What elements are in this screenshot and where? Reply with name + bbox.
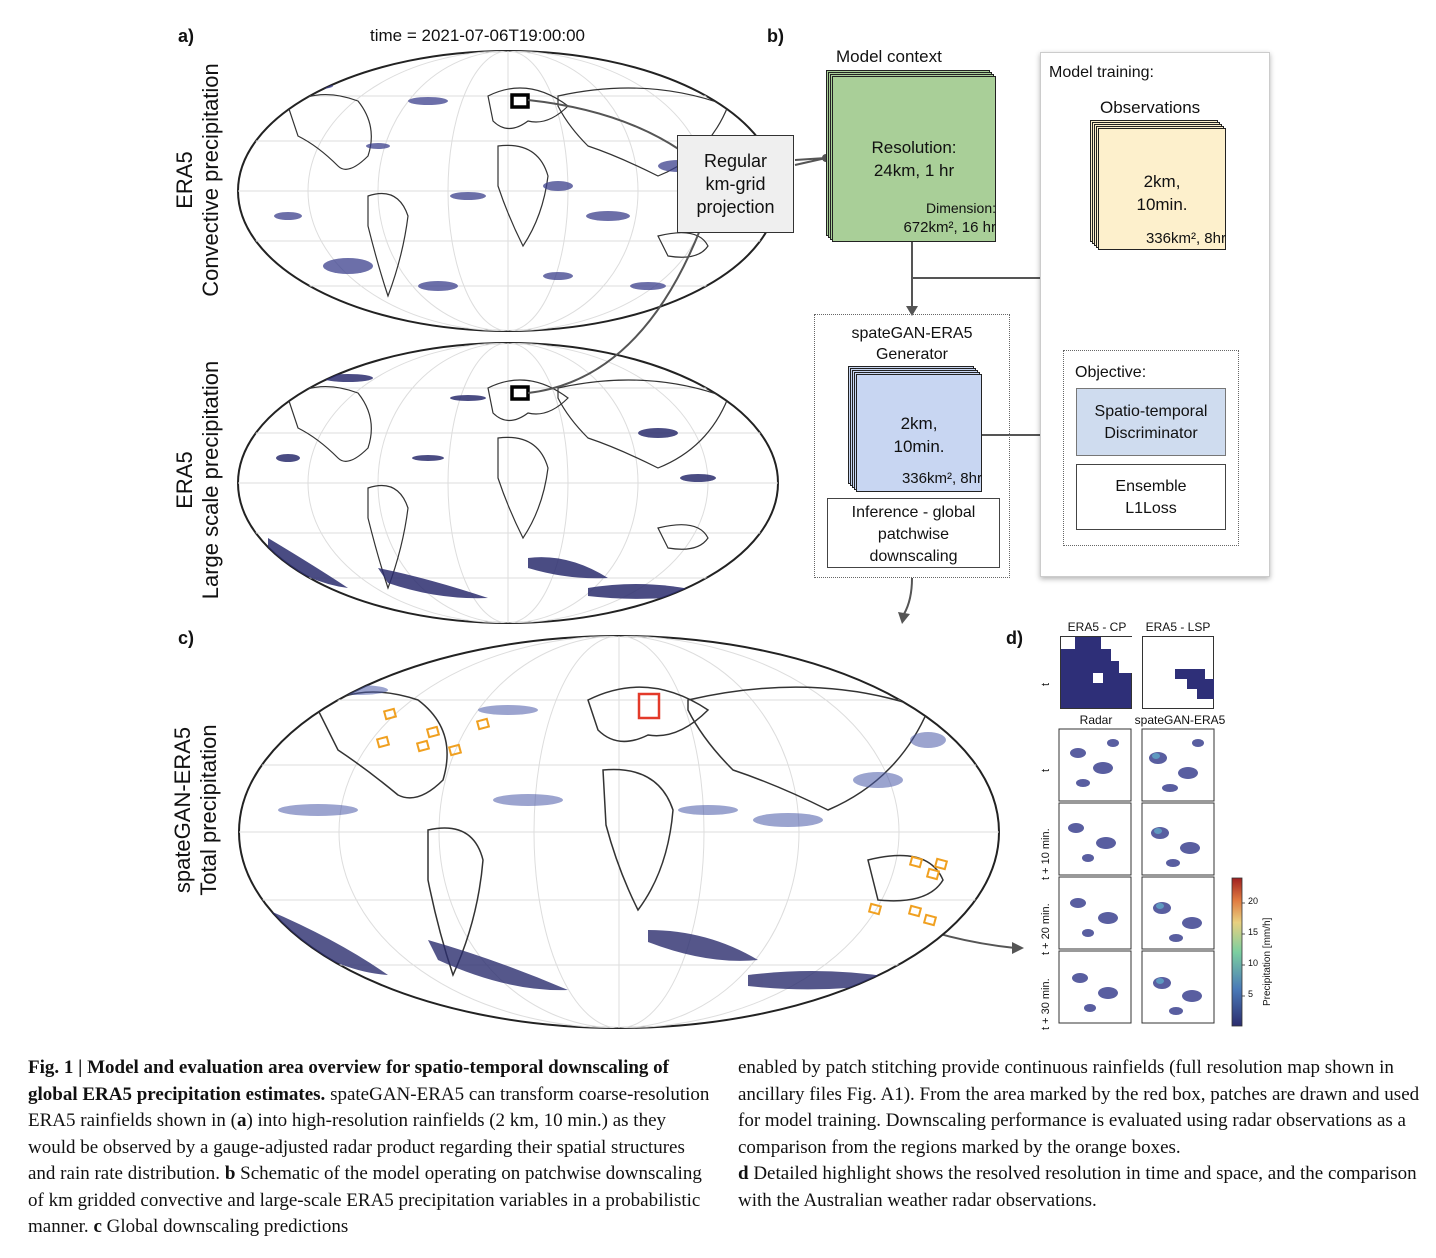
- caption-right-text1: enabled by patch stitching provide conti…: [738, 1057, 1420, 1158]
- col-title-spategan: spateGAN-ERA5: [1134, 713, 1226, 727]
- generator-dimension: 336km², 8hr: [901, 470, 982, 487]
- inference-line2: patchwise: [877, 526, 950, 543]
- panel-label-d: d): [1006, 628, 1023, 648]
- model-training-title: Model training:: [1049, 64, 1154, 81]
- caption-fig-label: Fig. 1 | Model and evaluation area overv…: [28, 1057, 669, 1105]
- caption-left-text4: Global downscaling predictions: [101, 1216, 349, 1237]
- era5-large-scale-map: [237, 342, 779, 624]
- model-context-dim-line1: Dimension:: [925, 200, 996, 216]
- loss-line1: Ensemble: [1115, 478, 1187, 495]
- generator-dotted-box: [814, 314, 1010, 578]
- projection-line1: Regular: [703, 151, 768, 171]
- row-label-t20: t + 20 min.: [1040, 903, 1052, 955]
- patch-era5-cp: [1060, 636, 1132, 709]
- model-context-dimension: Dimension: 672km², 16 hr: [832, 198, 996, 238]
- panel-label-a: a): [178, 26, 195, 46]
- caption-d-bold: d: [738, 1163, 749, 1184]
- colorbar-label: Precipitation [mm/h]: [1262, 917, 1273, 1006]
- panel-label-b: b): [767, 26, 784, 46]
- patch-era5-lsp: [1142, 636, 1214, 709]
- time-stamp: time = 2021-07-06T19:00:00: [370, 26, 586, 45]
- panel-c-label-line1: spateGAN-ERA5: [170, 726, 195, 894]
- model-context-title: Model context: [836, 47, 942, 66]
- colorbar-tick-10: 10: [1248, 958, 1259, 968]
- generator-title-line1: spateGAN-ERA5: [851, 325, 973, 342]
- observations-res-line2: 10min.: [1136, 195, 1188, 214]
- caption-left-text3: Schematic of the model operating on patc…: [28, 1163, 702, 1237]
- generator-stack: 2km, 10min. 336km², 8hr: [848, 366, 982, 492]
- discriminator-box: Spatio-temporal Discriminator: [1076, 388, 1226, 456]
- colorbar-tick-15: 15: [1248, 927, 1259, 937]
- objective-title: Objective:: [1075, 364, 1147, 381]
- panel-label-c: c): [178, 628, 195, 648]
- caption-left-text1: spateGAN-ERA5 can transform coarse-resol…: [28, 1083, 710, 1132]
- observations-stack: 2km, 10min. 336km², 8hr: [1090, 120, 1226, 250]
- discriminator-line1: Spatio-temporal: [1094, 403, 1208, 420]
- panel-c-label-line2: Total precipitation: [196, 724, 221, 896]
- model-context-resolution: Resolution: 24km, 1 hr: [832, 136, 996, 182]
- colorbar-tick-5: 5: [1248, 989, 1254, 999]
- row-label-top-t: t: [1040, 682, 1052, 686]
- model-context-stack: Resolution: 24km, 1 hr Dimension: 672km²…: [826, 70, 996, 242]
- model-context-res-line2: 24km, 1 hr: [873, 161, 955, 180]
- spategan-total-precip-map: [238, 635, 1000, 1029]
- col-title-era5-cp: ERA5 - CP: [1067, 620, 1127, 634]
- era5-convective-map: [237, 50, 779, 332]
- observations-dimension: 336km², 8hr: [1145, 230, 1226, 247]
- inference-box: Inference - global patchwise downscaling: [827, 498, 1000, 568]
- caption-right: enabled by patch stitching provide conti…: [738, 1055, 1422, 1214]
- colorbar-tick-20: 20: [1248, 896, 1259, 906]
- projection-line3: projection: [696, 197, 775, 217]
- row-label-t10: t + 10 min.: [1040, 828, 1052, 880]
- caption-c-bold: c: [93, 1216, 102, 1237]
- projection-line2: km-grid: [705, 174, 766, 194]
- generator-res-line1: 2km,: [900, 414, 938, 433]
- generator-title: spateGAN-ERA5 Generator: [814, 323, 1010, 365]
- inference-line3: downscaling: [869, 548, 958, 565]
- observations-res-line1: 2km,: [1143, 172, 1181, 191]
- generator-res-line2: 10min.: [893, 437, 945, 456]
- observations-title: Observations: [1100, 98, 1201, 117]
- caption-a-bold: a: [236, 1110, 247, 1131]
- caption-left-text2: ) into high-resolution rainfields (2 km,…: [28, 1110, 685, 1184]
- generator-title-line2: Generator: [875, 346, 949, 363]
- objective-dotted-box: [1063, 350, 1239, 546]
- caption-left: Fig. 1 | Model and evaluation area overv…: [28, 1055, 712, 1241]
- model-context-dim-line2: 672km², 16 hr: [903, 219, 996, 236]
- discriminator-line2: Discriminator: [1104, 425, 1198, 442]
- panel-c-label: spateGAN-ERA5 Total precipitation: [170, 695, 222, 925]
- colorbar: [1231, 877, 1245, 1027]
- caption-b-bold: b: [224, 1163, 236, 1184]
- row-label-t30: t + 30 min.: [1040, 978, 1052, 1030]
- observations-resolution: 2km, 10min.: [1098, 170, 1226, 216]
- col-title-era5-lsp: ERA5 - LSP: [1145, 620, 1211, 634]
- row-label-t: t: [1040, 768, 1052, 772]
- col-title-radar: Radar: [1079, 713, 1113, 727]
- radar-vs-spategan-grid: [1058, 728, 1215, 1024]
- model-context-res-line1: Resolution:: [871, 138, 957, 157]
- inference-line1: Inference - global: [851, 504, 976, 521]
- generator-resolution: 2km, 10min.: [856, 412, 982, 458]
- caption-right-text2: Detailed highlight shows the resolved re…: [738, 1163, 1417, 1211]
- projection-box: Regular km-grid projection: [677, 135, 794, 233]
- loss-box: Ensemble L1Loss: [1076, 464, 1226, 530]
- loss-line2: L1Loss: [1125, 500, 1177, 517]
